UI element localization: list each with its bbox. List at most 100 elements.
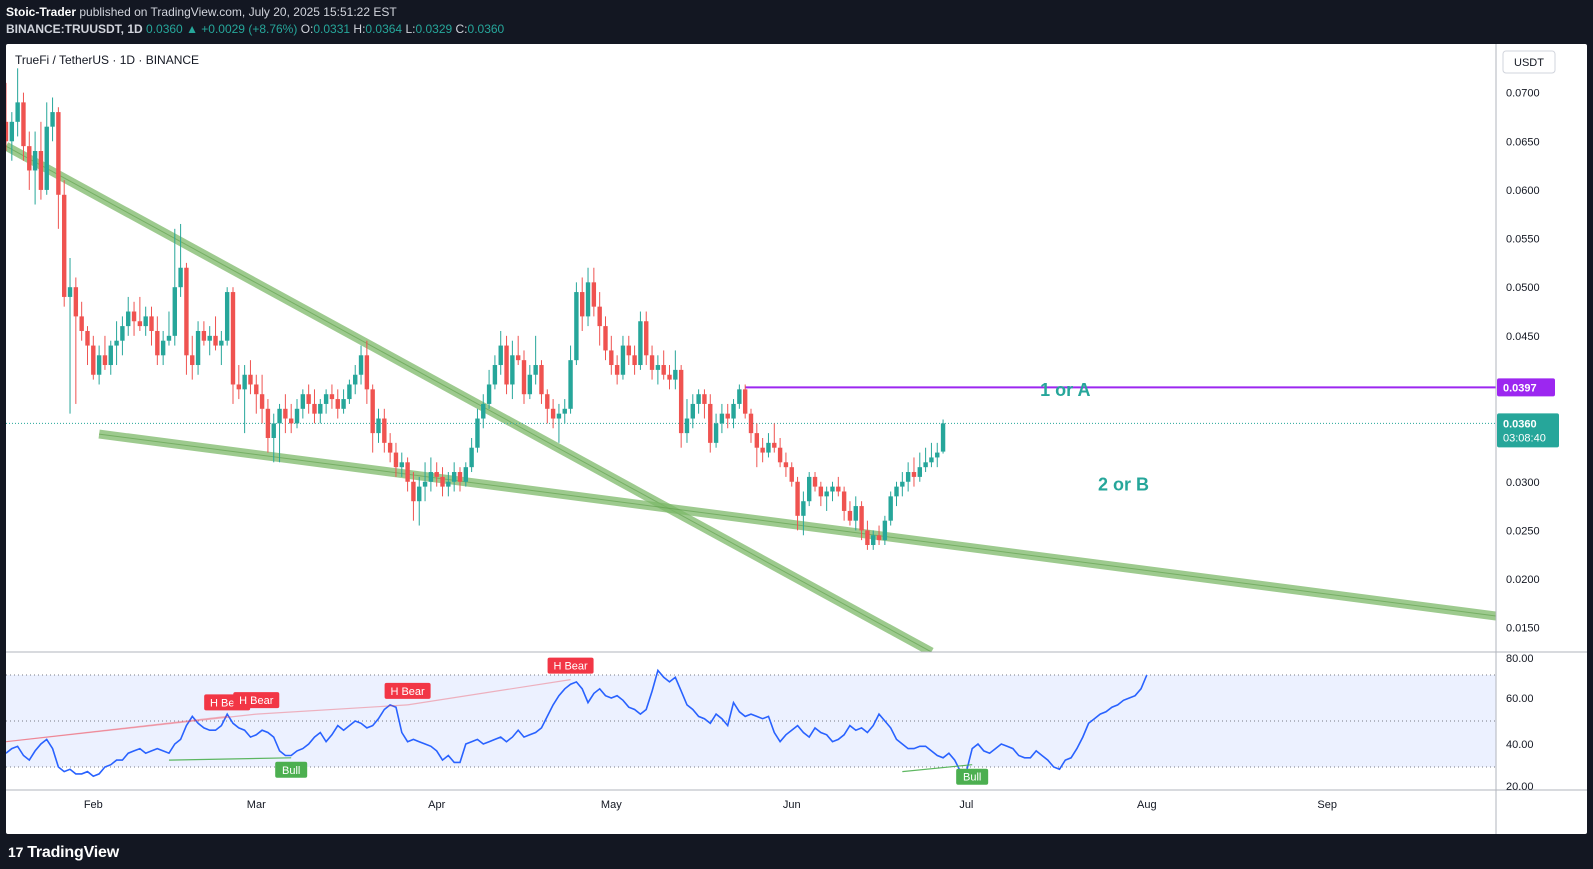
candle-body (638, 321, 643, 366)
candle-body (731, 403, 736, 419)
bearish-divergence-line (407, 679, 571, 706)
candle-body (440, 476, 445, 487)
high-value: 0.0364 (365, 22, 403, 36)
candle-body (504, 345, 509, 385)
candle-body (929, 457, 934, 463)
candle-body (876, 535, 882, 541)
candle-body (277, 408, 282, 424)
candle-body (224, 292, 230, 341)
candle-body (434, 472, 439, 477)
candle-body (783, 462, 789, 468)
trendlines[interactable] (6, 142, 1496, 652)
candle-body (335, 399, 340, 409)
candle-body (283, 408, 288, 419)
candle-body (358, 355, 364, 375)
candle-body (195, 330, 201, 366)
bearish-divergence-line (256, 704, 408, 715)
time-tick-label: Sep (1317, 799, 1337, 811)
candle-body (27, 146, 32, 171)
currency-button[interactable] (1502, 50, 1556, 74)
candle-body (259, 394, 265, 409)
candle-body (364, 355, 370, 390)
candle-body (545, 394, 550, 409)
candle-body (102, 355, 108, 366)
candle-body (91, 345, 96, 375)
tradingview-logo[interactable]: 17 TradingView (8, 844, 119, 862)
annotations[interactable]: 1 or A 2 or B (1040, 380, 1149, 494)
last-price: 0.0360 (146, 22, 183, 36)
label-1-or-a[interactable]: 1 or A (1040, 380, 1090, 400)
candle-body (382, 418, 387, 443)
author-name[interactable]: Stoic-Trader (6, 5, 77, 19)
rsi-tick-label: 60.00 (1506, 693, 1534, 705)
candle-body (486, 384, 492, 404)
candle-body (894, 486, 899, 497)
ohlc-line: BINANCE:TRUUSDT, 1D 0.0360 ▲ +0.0029 (+8… (6, 22, 504, 36)
candle-body (393, 452, 399, 468)
candle-body (411, 481, 416, 502)
price-tick-label: 0.0150 (1506, 623, 1540, 635)
candle-body (492, 365, 498, 385)
price-tags: 0.0397 0.0360 03:08:40 (1497, 378, 1559, 448)
close-value: 0.0360 (467, 22, 505, 36)
publish-line: Stoic-Trader published on TradingView.co… (6, 5, 397, 19)
candle-body (882, 520, 888, 541)
candle-body (865, 530, 870, 545)
candle-body (318, 403, 323, 414)
rsi-line (6, 668, 1148, 778)
rsi-band (6, 674, 1496, 768)
candle-body (696, 394, 701, 404)
candle-body (387, 442, 393, 453)
resistance-price-tag-bg (1497, 378, 1555, 397)
label-2-or-b[interactable]: 2 or B (1098, 475, 1149, 495)
candle-body (772, 442, 777, 448)
candle-body (469, 447, 474, 468)
candle-body (457, 472, 463, 482)
candle-body (702, 394, 707, 404)
candle-body (667, 374, 672, 380)
candle-body (737, 389, 742, 404)
candle-body (841, 491, 847, 511)
candle-body (766, 442, 771, 453)
candle-body (655, 365, 661, 370)
candle-body (341, 399, 346, 409)
candle-body (428, 472, 434, 482)
candle-body (62, 194, 67, 297)
candle-body (190, 355, 195, 366)
price-tick-label: 0.0650 (1506, 136, 1540, 148)
candle-body (807, 476, 812, 502)
candle-body (21, 102, 26, 147)
candle-body (917, 467, 922, 477)
open-label: O: (300, 22, 314, 36)
candle-body (201, 330, 207, 341)
candle-body (812, 476, 818, 487)
candle-body (160, 340, 166, 356)
candle-body (620, 345, 626, 375)
candle-body (143, 316, 148, 327)
time-axis-ticks: Feb Mar Apr May Jun Jul Aug Sep (84, 799, 1337, 811)
candle-body (661, 365, 666, 375)
chart-title: TrueFi / TetherUS · 1D · BINANCE (15, 53, 199, 67)
candle-body (44, 126, 49, 190)
candle-body (85, 330, 90, 346)
last-price-tag: 0.0360 (1503, 418, 1537, 430)
candle-body (236, 384, 242, 390)
candle-body (137, 321, 143, 327)
candle-body (56, 112, 61, 195)
candle-body (114, 340, 119, 346)
candle-body (15, 102, 20, 122)
candle-body (836, 486, 841, 492)
bearish-divergence-label-bg (547, 657, 594, 674)
publish-header: Stoic-Trader published on TradingView.co… (0, 0, 1593, 44)
candle-body (288, 418, 294, 424)
candle-body (603, 326, 608, 351)
currency-label: USDT (1514, 57, 1544, 69)
close-label: C: (455, 22, 468, 36)
candle-body (678, 369, 684, 434)
candle-body (673, 369, 678, 380)
candle-body (847, 510, 853, 521)
candle-body (300, 394, 306, 409)
candle-body (649, 355, 655, 370)
